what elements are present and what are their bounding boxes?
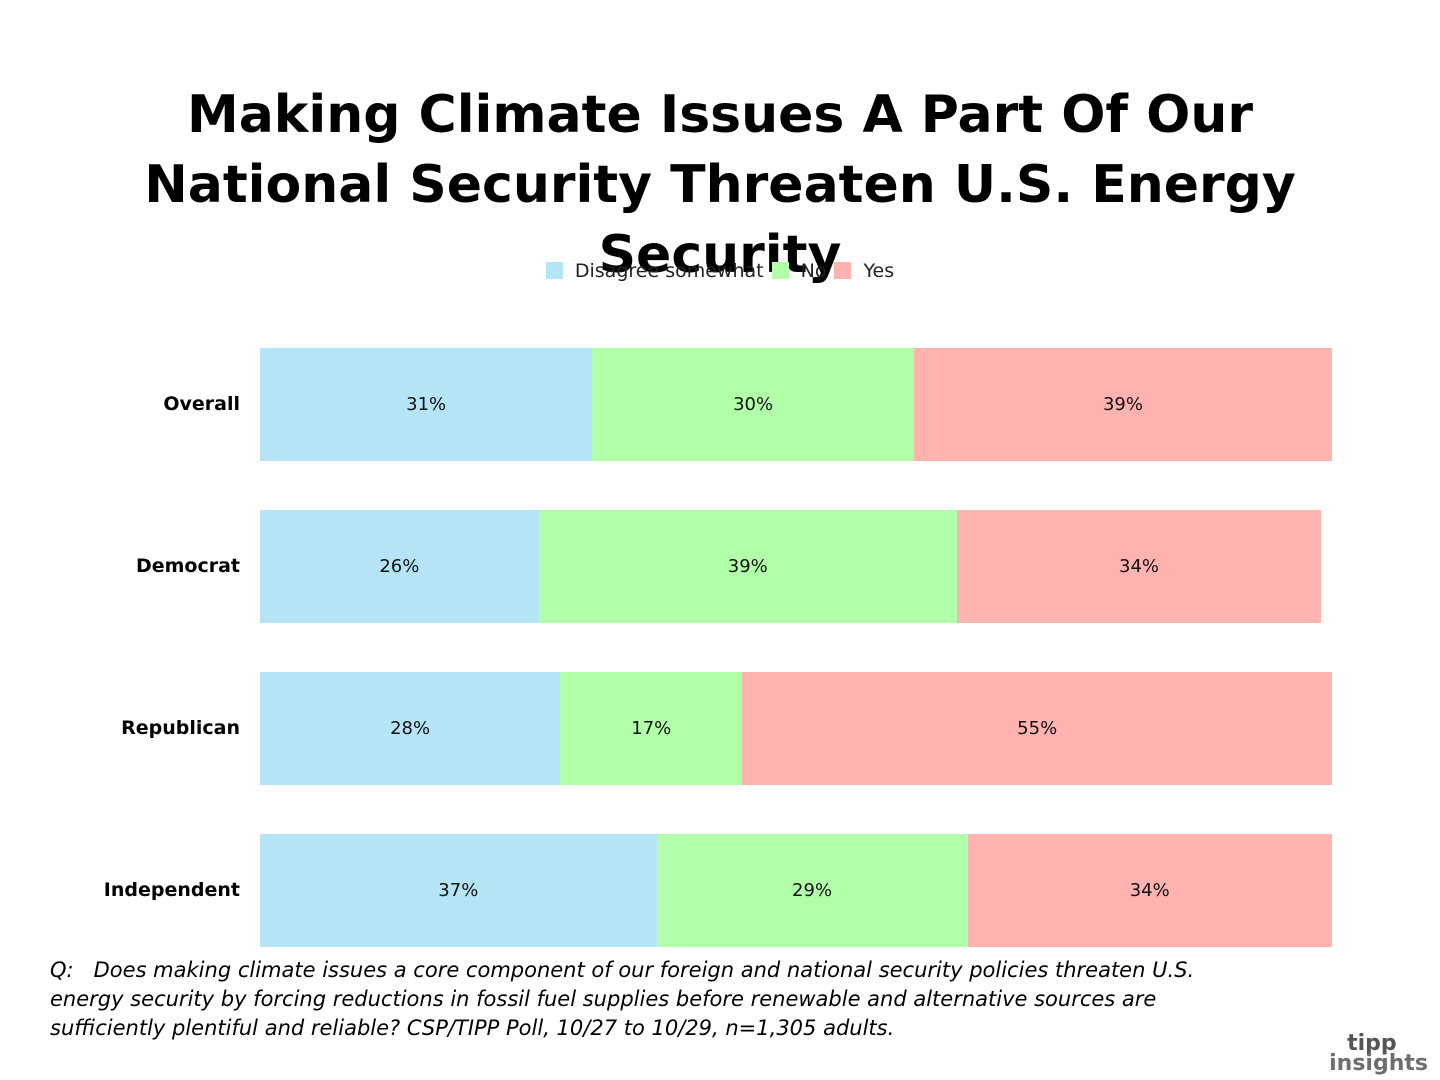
data-label: 28%: [390, 718, 431, 739]
y-tick-label: Republican: [121, 716, 240, 739]
legend-label: Disagree somewhat: [574, 260, 764, 282]
legend-swatch: [771, 262, 789, 279]
y-tick-label: Independent: [103, 878, 240, 901]
bar-segment: 34%: [967, 834, 1332, 947]
legend: Disagree somewhat No Yes: [0, 260, 1440, 282]
data-label: 17%: [631, 718, 672, 739]
logo-text: insights: [1329, 1051, 1428, 1076]
data-label: 39%: [727, 556, 768, 577]
bar-segment: 39%: [913, 348, 1332, 461]
bar-segment: 17%: [560, 672, 743, 785]
bar-segment: 26%: [260, 510, 539, 623]
bar-segment: 31%: [260, 348, 593, 461]
bar-segment: 37%: [260, 834, 657, 947]
data-label: 31%: [406, 394, 447, 415]
legend-item: No: [771, 260, 827, 282]
logo: tipp insights: [1329, 1031, 1428, 1076]
chart-title: Making Climate Issues A Part Of Our Nati…: [144, 85, 1296, 285]
bar-segment: 39%: [538, 510, 957, 623]
data-label: 55%: [1017, 718, 1058, 739]
bar-segment: 55%: [742, 672, 1332, 785]
bar-segment: 30%: [592, 348, 914, 461]
data-label: 29%: [792, 880, 833, 901]
legend-item: Yes: [834, 260, 894, 282]
bar-segment: 28%: [260, 672, 561, 785]
legend-label: Yes: [863, 260, 895, 282]
data-label: 39%: [1102, 394, 1143, 415]
data-label: 30%: [733, 394, 774, 415]
y-tick-label: Overall: [163, 392, 240, 415]
legend-label: No: [800, 260, 827, 282]
bar-segment: 29%: [656, 834, 968, 947]
footnote: Q: Does making climate issues a core com…: [50, 958, 1201, 1040]
data-label: 34%: [1129, 880, 1170, 901]
legend-item: Disagree somewhat: [545, 260, 764, 282]
data-label: 34%: [1119, 556, 1160, 577]
data-label: 37%: [438, 880, 479, 901]
y-tick-label: Democrat: [135, 554, 240, 577]
legend-swatch: [834, 262, 852, 279]
legend-swatch: [545, 262, 563, 279]
bar-segment: 34%: [956, 510, 1322, 623]
data-label: 26%: [379, 556, 420, 577]
logo-text: tipp: [1347, 1031, 1397, 1056]
